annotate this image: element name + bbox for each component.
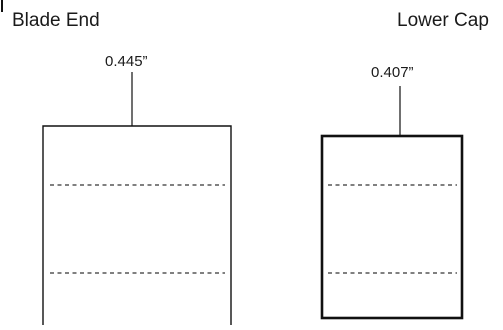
blade-end-part (42, 72, 232, 325)
blade-end-outline (42, 125, 232, 325)
blade-end-title: Blade End (12, 10, 100, 31)
lower-cap-dimension-label: 0.407” (371, 64, 414, 81)
lower-cap-title: Lower Cap (397, 10, 489, 31)
lower-cap-part (320, 86, 464, 320)
lower-cap-outline (320, 134, 464, 320)
blade-end-dimension-label: 0.445” (105, 53, 148, 70)
